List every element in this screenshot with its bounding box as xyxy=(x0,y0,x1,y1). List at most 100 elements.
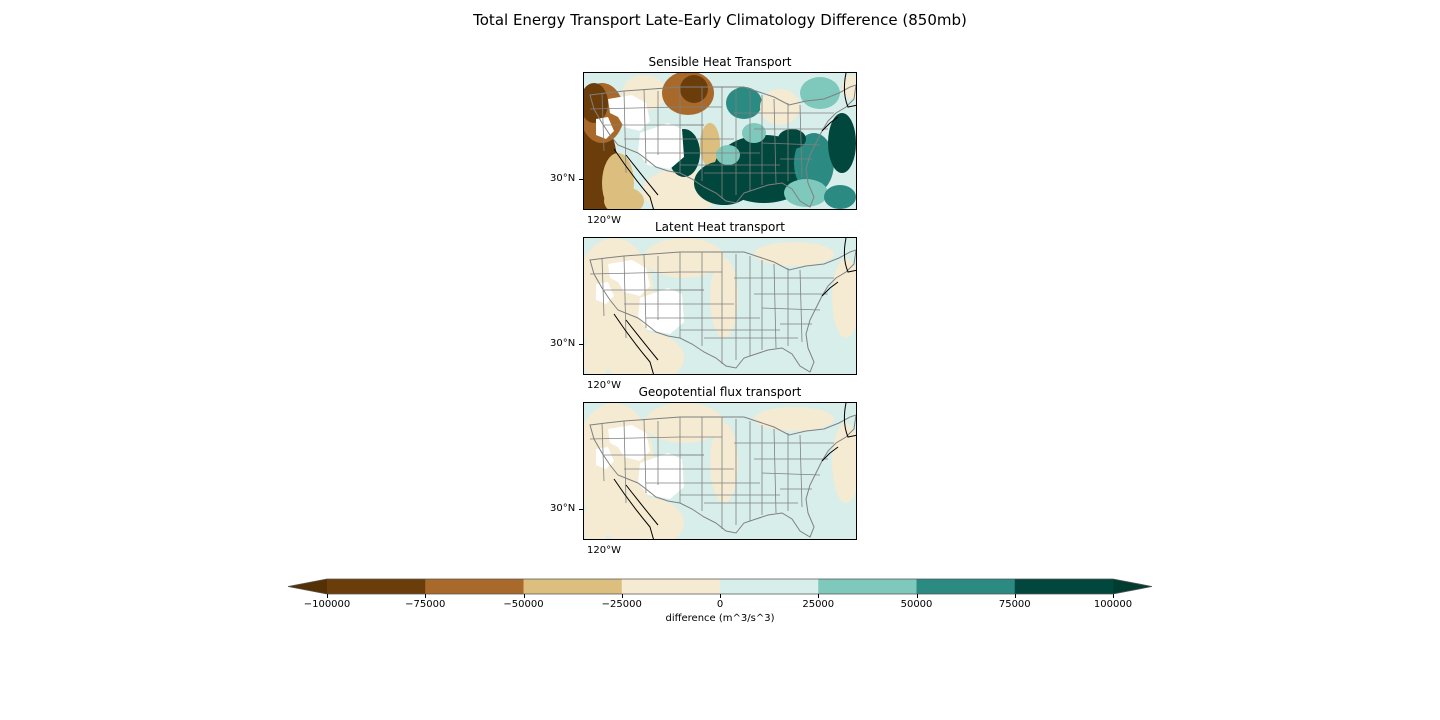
coastline xyxy=(821,281,839,297)
contour-region xyxy=(710,258,738,338)
lat-label-latent: 30°N xyxy=(550,338,576,349)
colorbar-tick-label: 75000 xyxy=(998,599,1031,610)
map-panel-geopotential xyxy=(583,402,857,540)
colorbar-tick-label: 25000 xyxy=(802,599,835,610)
state-border xyxy=(589,436,681,440)
state-border xyxy=(761,472,821,476)
map-panel-sensible xyxy=(583,72,857,210)
figure-title: Total Energy Transport Late-Early Climat… xyxy=(473,11,967,29)
coastline xyxy=(613,478,654,539)
colorbar-tick xyxy=(1014,594,1016,598)
coastline xyxy=(625,319,659,361)
colorbar-tick-label: 0 xyxy=(716,599,724,610)
contour-region xyxy=(644,403,724,443)
coastline xyxy=(821,446,839,462)
panel-title-geopotential: Geopotential flux transport xyxy=(638,385,802,399)
state-border xyxy=(623,90,627,174)
lat-label-geopotential: 30°N xyxy=(550,503,576,514)
contour-region xyxy=(644,238,724,278)
contour-region xyxy=(680,75,708,103)
country-border xyxy=(589,249,856,373)
colorbar-tick xyxy=(327,594,328,598)
colorbar-tick xyxy=(425,594,427,598)
colorbar-tick xyxy=(720,594,721,598)
missing-data-region xyxy=(608,425,650,461)
missing-data-region xyxy=(638,123,684,169)
state-border xyxy=(799,104,803,178)
lon-label-latent: 120°W xyxy=(587,380,621,391)
contour-region xyxy=(800,77,840,109)
state-border xyxy=(601,257,605,317)
state-border xyxy=(643,88,647,164)
coastline xyxy=(821,116,839,132)
contour-region xyxy=(794,133,834,193)
colorbar-extend-low xyxy=(288,579,327,594)
state-border xyxy=(589,271,681,275)
country-border xyxy=(589,84,856,208)
state-border xyxy=(601,422,605,482)
contour-region xyxy=(584,503,610,539)
state-border xyxy=(589,106,681,110)
colorbar-tick-label: 50000 xyxy=(900,599,933,610)
colorbar-segment xyxy=(1014,579,1114,594)
colorbar-label: difference (m^3/s^3) xyxy=(665,613,775,624)
colorbar-segment xyxy=(523,579,623,594)
colorbar-tick-label: −100000 xyxy=(303,599,351,610)
contour-region xyxy=(700,123,720,167)
contour-region xyxy=(778,129,806,149)
state-border xyxy=(761,142,821,146)
coastline xyxy=(843,238,856,273)
colorbar-segment xyxy=(818,579,917,594)
contour-region xyxy=(832,258,856,338)
colorbar-tick xyxy=(523,594,525,598)
state-border xyxy=(601,92,605,152)
state-border xyxy=(623,420,627,504)
state-border xyxy=(623,255,627,339)
map-latent-heat xyxy=(584,238,856,374)
contour-region xyxy=(604,497,684,539)
colorbar-tick xyxy=(818,594,820,598)
colorbar-tick xyxy=(1113,594,1114,598)
map-panel-latent xyxy=(583,237,857,375)
contour-region xyxy=(726,87,762,119)
colorbar-graphic xyxy=(287,578,1153,595)
colorbar xyxy=(280,576,1160,602)
filled-contours xyxy=(584,403,856,539)
country-border xyxy=(589,414,856,538)
lat-tick xyxy=(579,179,583,180)
contour-region xyxy=(784,179,828,207)
colorbar-tick xyxy=(621,594,623,598)
missing-data-region xyxy=(608,95,650,131)
coastline xyxy=(843,403,856,438)
state-border xyxy=(643,253,647,329)
lon-label-sensible: 120°W xyxy=(587,215,621,226)
coastline xyxy=(625,484,659,526)
contour-region xyxy=(832,423,856,503)
contour-region xyxy=(742,123,766,143)
contour-region xyxy=(760,89,800,125)
colorbar-tick xyxy=(916,594,918,598)
colorbar-tick-label: 100000 xyxy=(1093,599,1133,610)
lon-label-geopotential: 120°W xyxy=(587,545,621,556)
contour-region xyxy=(584,338,610,374)
colorbar-tick-label: −25000 xyxy=(601,599,642,610)
contour-region xyxy=(754,407,834,431)
lat-tick xyxy=(579,509,583,510)
lat-label-sensible: 30°N xyxy=(550,173,576,184)
filled-contours xyxy=(584,238,856,374)
missing-data-region xyxy=(638,453,684,499)
colorbar-tick-label: −50000 xyxy=(503,599,544,610)
colorbar-segment xyxy=(916,579,1016,594)
coastline xyxy=(843,73,856,108)
coastline xyxy=(625,154,659,196)
state-border xyxy=(799,269,803,343)
colorbar-tick-label: −75000 xyxy=(405,599,446,610)
map-geopotential-flux xyxy=(584,403,856,539)
state-border xyxy=(799,434,803,508)
contour-region xyxy=(694,161,754,205)
panel-title-sensible: Sensible Heat Transport xyxy=(648,55,792,69)
contour-region xyxy=(716,145,740,165)
state-border xyxy=(643,418,647,494)
map-sensible-heat xyxy=(584,73,856,209)
contour-region xyxy=(604,332,684,374)
